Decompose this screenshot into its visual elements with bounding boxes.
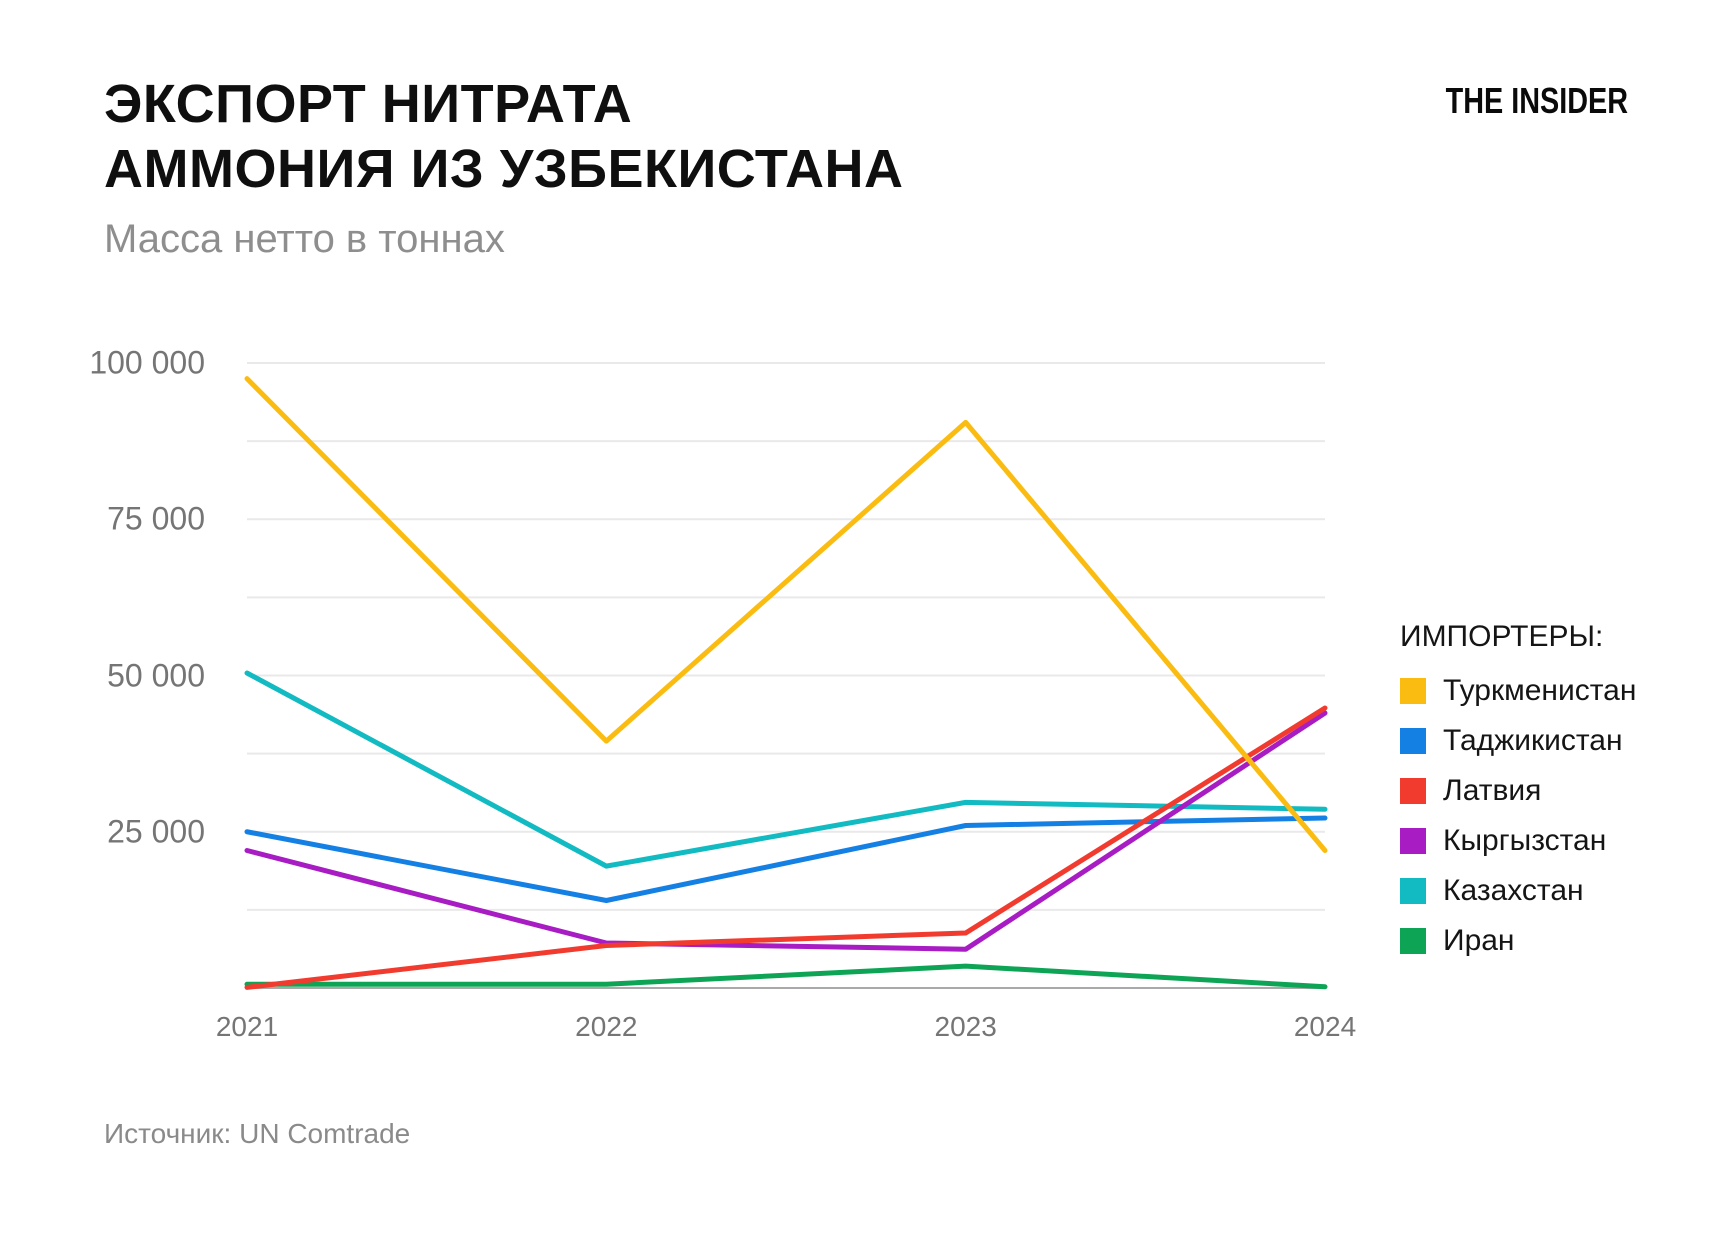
legend-item-turkmenistan: Туркменистан — [1400, 674, 1636, 707]
page-title-line-1: ЭКСПОРТ НИТРАТА — [104, 74, 633, 134]
y-axis-tick-label: 25 000 — [107, 813, 205, 850]
legend-swatch-kyrgyzstan — [1400, 828, 1426, 854]
y-axis-tick-label: 75 000 — [107, 500, 205, 537]
legend-item-tajikistan: Таджикистан — [1400, 724, 1636, 757]
y-axis-tick-label: 50 000 — [107, 657, 205, 693]
legend-label-kyrgyzstan: Кыргызстан — [1443, 824, 1607, 857]
legend-label-turkmenistan: Туркменистан — [1443, 674, 1637, 707]
x-axis-tick-label: 2023 — [934, 1011, 997, 1042]
source-note: Источник: UN Comtrade — [104, 1118, 411, 1149]
legend-swatch-kazakhstan — [1400, 878, 1426, 904]
legend-item-iran: Иран — [1400, 924, 1636, 957]
y-axis-tick-label: 100 000 — [89, 344, 205, 381]
legend-item-kyrgyzstan: Кыргызстан — [1400, 824, 1636, 857]
legend-label-kazakhstan: Казахстан — [1443, 874, 1584, 907]
x-axis-tick-label: 2024 — [1293, 1011, 1357, 1042]
legend-item-kazakhstan: Казахстан — [1400, 874, 1636, 907]
y-axis-labels: 25 000 50 000 75 000 100 000 — [0, 0, 205, 1237]
chart-legend: ИМПОРТЕРЫ: Туркменистан Таджикистан Латвия… — [1400, 622, 1636, 978]
page-subtitle: Масса нетто в тоннах — [104, 217, 505, 261]
legend-swatch-tajikistan — [1400, 728, 1426, 754]
legend-label-iran: Иран — [1443, 924, 1515, 957]
legend-label-tajikistan: Таджикистан — [1443, 724, 1623, 757]
brand-logo: THE INSIDER — [1445, 80, 1628, 121]
legend-swatch-iran — [1400, 928, 1426, 954]
page-title-line-2: АММОНИЯ ИЗ УЗБЕКИСТАНА — [104, 139, 904, 199]
x-axis-tick-label: 2021 — [215, 1011, 279, 1042]
x-axis-tick-label: 2022 — [575, 1011, 638, 1042]
legend-items: Туркменистан Таджикистан Латвия Кыргызстан К… — [1400, 674, 1636, 957]
legend-title: ИМПОРТЕРЫ: — [1400, 620, 1604, 653]
legend-item-latvia: Латвия — [1400, 774, 1636, 807]
legend-label-latvia: Латвия — [1443, 774, 1542, 807]
page-title: ЭКСПОРТ НИТРАТА АММОНИЯ ИЗ УЗБЕКИСТАНА — [104, 72, 903, 202]
legend-swatch-turkmenistan — [1400, 678, 1426, 704]
legend-swatch-latvia — [1400, 778, 1426, 804]
